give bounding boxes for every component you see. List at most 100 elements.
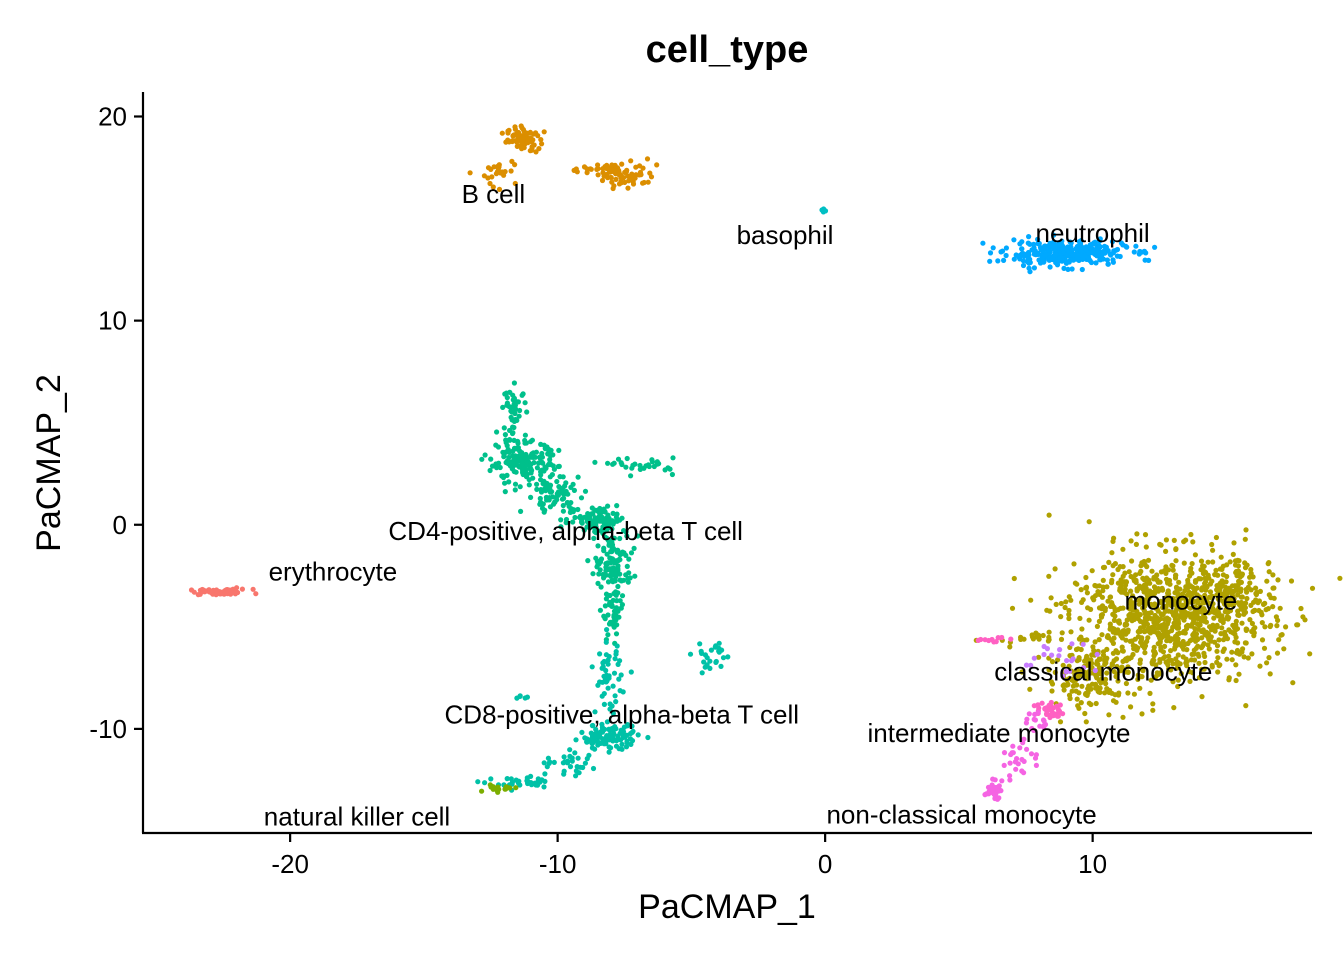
data-point [614,598,620,604]
data-point [1122,570,1128,576]
data-point [1056,653,1062,659]
data-point [1162,616,1168,623]
data-point [541,760,547,766]
data-point [1277,605,1283,611]
data-point [1029,725,1035,732]
data-point [526,482,532,488]
data-point [1151,627,1157,633]
data-point [604,627,610,633]
series-monocyte [973,512,1343,725]
data-point [1242,609,1249,616]
data-point [1007,760,1013,766]
data-point [1162,654,1168,660]
data-point [1019,768,1025,774]
data-point [1056,708,1063,714]
data-point [1058,614,1064,620]
data-point [1053,601,1059,608]
series-basophil [819,206,829,215]
data-point [541,468,547,474]
data-point [514,445,520,451]
data-point [1214,648,1220,654]
data-point [1234,647,1241,654]
data-point [1084,637,1090,643]
data-point [1243,640,1249,646]
data-point [610,565,616,571]
data-point [512,180,518,187]
data-point [1175,683,1181,690]
data-point [544,444,550,450]
data-point [519,141,525,147]
data-point [1128,654,1134,661]
data-point [611,535,618,541]
data-point [499,473,505,479]
data-point [475,779,481,785]
cluster-labels: erythrocyte B cell basophil neutrophil CD4-p… [264,179,1237,832]
data-point [563,488,569,495]
data-point [1170,661,1176,667]
data-point [482,780,488,786]
data-point [1197,608,1203,615]
data-point [1142,650,1148,656]
data-point [1041,643,1047,650]
data-point [1048,679,1054,685]
data-point [1070,257,1076,263]
data-point [537,495,543,502]
data-point [605,674,611,680]
data-point [1102,607,1108,614]
data-point [1039,700,1045,706]
data-point [1061,265,1067,271]
data-point [589,511,595,517]
data-point [544,484,550,490]
data-point [1097,236,1103,242]
data-point [609,703,615,709]
data-point [559,496,566,502]
data-point [540,460,546,466]
x-tick-label: 0 [818,849,832,879]
data-point [1020,258,1026,264]
data-point [569,755,575,761]
data-point [1051,232,1057,238]
data-point [1235,608,1241,614]
data-point [1140,668,1146,674]
data-point [1190,584,1196,591]
data-point [1132,615,1139,621]
data-point [1168,667,1174,673]
data-point [637,462,643,469]
data-point [467,170,473,176]
data-point [1213,534,1219,541]
data-point [1084,673,1090,679]
data-point [560,508,567,514]
data-point [522,400,528,406]
data-point [1086,257,1093,263]
data-point [1220,598,1226,604]
data-point [1049,659,1056,665]
data-point [610,683,616,689]
data-point [662,467,668,473]
data-point [1227,589,1233,595]
data-point [1261,645,1268,651]
data-point [623,464,629,470]
data-point [532,780,538,786]
data-point [1069,266,1075,272]
data-point [1031,716,1037,723]
data-point [1248,602,1254,609]
data-point [1104,634,1110,640]
data-point [1099,594,1105,600]
data-point [640,180,646,186]
data-point [607,599,613,606]
data-point [539,505,546,511]
data-point [1137,618,1143,625]
data-point [518,508,524,514]
data-point [995,258,1001,264]
data-point [619,746,625,752]
data-point [600,170,606,176]
data-point [1078,634,1084,640]
data-point [594,166,600,172]
data-point [1196,576,1202,582]
data-point [1214,659,1220,666]
data-point [1140,605,1146,611]
data-point [501,454,507,460]
data-point [1055,713,1061,719]
data-point [1147,690,1153,697]
data-point [633,164,639,170]
